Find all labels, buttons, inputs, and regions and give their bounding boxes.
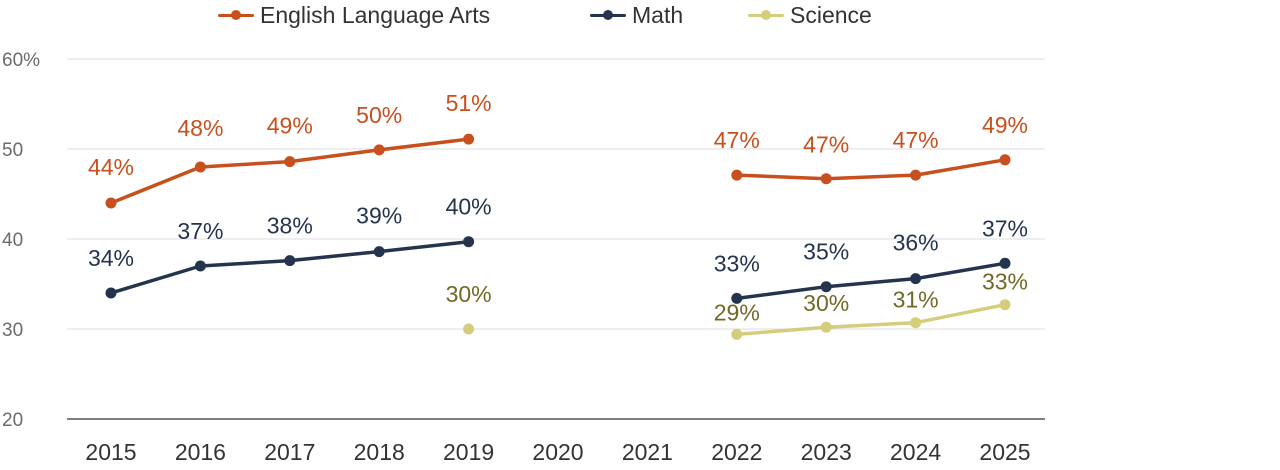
- x-tick-label: 2018: [354, 439, 405, 465]
- data-point: [463, 133, 475, 145]
- data-point: [105, 287, 117, 299]
- data-point: [463, 236, 475, 248]
- x-tick-label: 2020: [532, 439, 583, 465]
- x-tick-label: 2025: [979, 439, 1030, 465]
- data-point: [105, 197, 117, 209]
- data-label: 37%: [177, 218, 223, 244]
- data-point: [194, 161, 206, 173]
- data-label: 50%: [356, 102, 402, 128]
- data-point: [999, 154, 1011, 166]
- data-label: 36%: [893, 230, 939, 256]
- data-point: [910, 317, 922, 329]
- data-point: [463, 323, 475, 335]
- legend-label-math: Math: [632, 1, 684, 28]
- data-label: 35%: [803, 239, 849, 265]
- x-tick-label: 2021: [622, 439, 673, 465]
- data-point: [194, 260, 206, 272]
- x-tick-label: 2024: [890, 439, 941, 465]
- data-label: 31%: [893, 287, 939, 313]
- legend-marker-math: [590, 0, 626, 30]
- x-tick-label: 2019: [443, 439, 494, 465]
- data-label: 30%: [803, 290, 849, 316]
- x-tick-label: 2017: [264, 439, 315, 465]
- data-label: 37%: [982, 215, 1028, 241]
- data-point: [373, 246, 385, 258]
- legend-marker-ela: [218, 0, 254, 30]
- x-tick-label: 2023: [801, 439, 852, 465]
- legend-item-ela: English Language Arts: [218, 0, 490, 30]
- data-label: 48%: [177, 115, 223, 141]
- data-label: 40%: [446, 194, 492, 220]
- y-tick-label: 60%: [2, 50, 40, 71]
- data-label: 30%: [446, 281, 492, 307]
- data-point: [731, 292, 743, 304]
- data-label: 39%: [356, 203, 402, 229]
- data-label: 38%: [267, 213, 313, 239]
- data-label: 49%: [267, 113, 313, 139]
- data-point: [820, 321, 832, 333]
- data-point: [731, 169, 743, 181]
- y-tick-label: 30: [2, 320, 23, 341]
- series-line-1-segment-0: [109, 239, 471, 295]
- chart-legend: English Language Arts Math Science: [0, 0, 1280, 30]
- y-tick-label: 50: [2, 140, 23, 161]
- data-label: 47%: [893, 127, 939, 153]
- series-line-2-segment-1: [735, 302, 1007, 337]
- legend-label-science: Science: [790, 1, 872, 28]
- data-point: [284, 255, 296, 267]
- data-point: [373, 144, 385, 156]
- data-label: 51%: [446, 90, 492, 116]
- legend-marker-science: [748, 0, 784, 30]
- x-tick-label: 2015: [85, 439, 136, 465]
- data-point: [820, 281, 832, 293]
- y-tick-label: 20: [2, 410, 23, 431]
- legend-label-ela: English Language Arts: [260, 1, 491, 28]
- data-point: [284, 156, 296, 168]
- data-point: [999, 257, 1011, 269]
- data-label: 34%: [88, 245, 134, 271]
- y-tick-label: 40: [2, 230, 23, 251]
- x-tick-label: 2016: [175, 439, 226, 465]
- data-point: [910, 169, 922, 181]
- series-line-1-segment-1: [735, 261, 1007, 301]
- data-point: [999, 299, 1011, 311]
- x-tick-label: 2022: [711, 439, 762, 465]
- series-line-0-segment-1: [735, 158, 1007, 181]
- data-label: 33%: [714, 250, 760, 276]
- data-point: [731, 328, 743, 340]
- data-label: 29%: [714, 299, 760, 325]
- data-label: 33%: [982, 269, 1028, 295]
- data-label: 44%: [88, 154, 134, 180]
- legend-item-math: Math: [590, 0, 683, 30]
- data-point: [910, 273, 922, 285]
- data-label: 49%: [982, 112, 1028, 138]
- data-label: 47%: [803, 132, 849, 158]
- data-point: [820, 173, 832, 185]
- data-label: 47%: [714, 127, 760, 153]
- legend-item-science: Science: [748, 0, 872, 30]
